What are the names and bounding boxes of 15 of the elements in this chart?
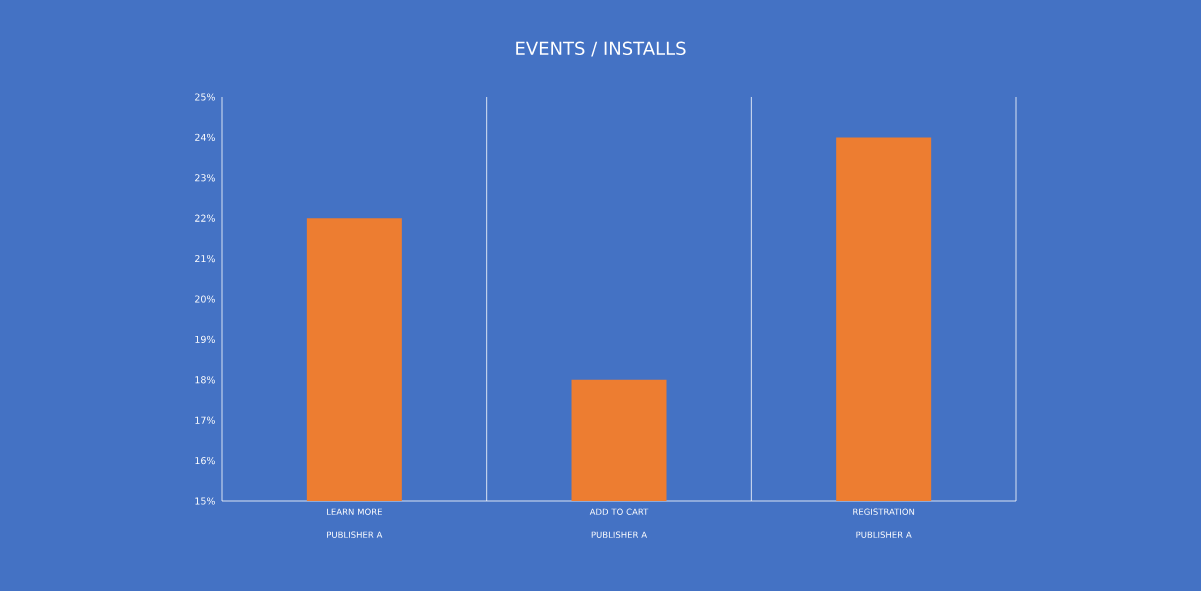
y-tick-label: 18% bbox=[195, 376, 215, 384]
y-tick-label: 23% bbox=[195, 174, 215, 182]
y-tick-label: 24% bbox=[195, 133, 215, 141]
y-tick-label: 19% bbox=[195, 335, 215, 343]
category-label: ADD TO CART PUBLISHER A bbox=[589, 508, 649, 538]
y-tick-label: 25% bbox=[195, 93, 215, 101]
category-label: LEARN MORE PUBLISHER A bbox=[327, 508, 383, 538]
y-tick-label: 22% bbox=[195, 214, 215, 222]
y-tick-label: 15% bbox=[195, 497, 215, 505]
y-tick-label: 20% bbox=[195, 295, 215, 303]
y-tick-label: 17% bbox=[195, 416, 215, 424]
category-label: REGISTRATION PUBLISHER A bbox=[853, 508, 915, 538]
y-tick-label: 16% bbox=[195, 457, 215, 465]
y-tick-label: 21% bbox=[195, 255, 215, 263]
chart-title: EVENTS / INSTALLS bbox=[516, 41, 686, 57]
